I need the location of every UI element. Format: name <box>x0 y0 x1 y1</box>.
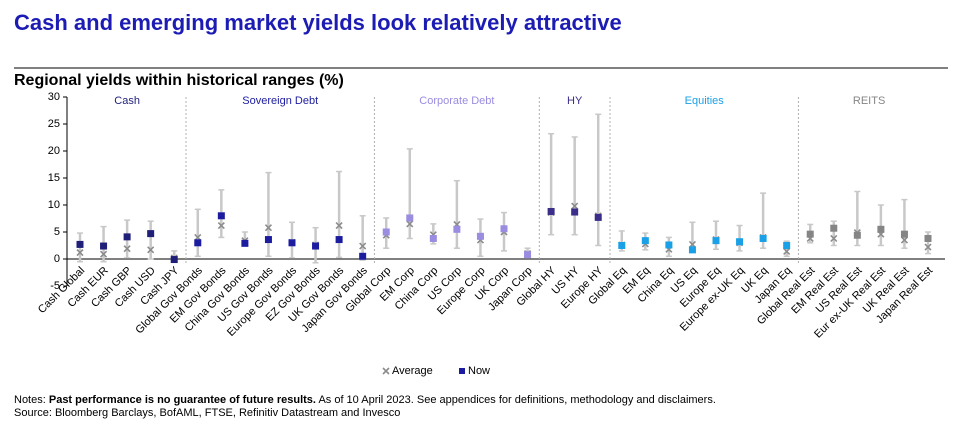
average-marker <box>900 236 909 244</box>
group-label: Equities <box>685 95 725 107</box>
legend-label: Now <box>468 365 490 377</box>
now-marker <box>618 242 626 249</box>
y-tick-label: 25 <box>48 118 60 130</box>
average-marker <box>99 250 108 258</box>
average-marker <box>830 234 838 243</box>
now-marker <box>688 246 696 254</box>
y-tick-label: 15 <box>48 172 60 184</box>
now-marker <box>900 230 908 238</box>
average-marker <box>359 242 367 250</box>
average-marker <box>264 224 273 232</box>
average-marker <box>76 248 84 257</box>
now-marker <box>147 230 155 238</box>
notes-bold: Past performance is no guarantee of futu… <box>49 394 316 406</box>
now-marker <box>783 242 791 249</box>
legend-average-marker <box>382 367 390 375</box>
now-marker <box>100 242 108 250</box>
now-marker <box>736 238 744 246</box>
notes-rest: As of 10 April 2023. See appendices for … <box>318 394 715 406</box>
now-marker <box>123 233 131 241</box>
now-marker <box>241 239 249 247</box>
average-marker <box>147 246 155 254</box>
average-marker <box>924 243 932 251</box>
now-marker <box>382 228 390 236</box>
now-marker <box>194 239 202 247</box>
y-tick-label: 10 <box>48 199 60 211</box>
now-marker <box>359 252 367 260</box>
average-marker <box>571 202 579 210</box>
average-marker <box>406 220 414 228</box>
group-label: Sovereign Debt <box>242 95 318 107</box>
y-tick-label: 30 <box>48 91 60 103</box>
chart-title: Cash and emerging market yields look rel… <box>14 10 622 35</box>
now-marker <box>429 234 437 242</box>
now-marker <box>594 213 602 221</box>
now-marker <box>830 224 838 232</box>
now-marker <box>453 225 461 233</box>
now-marker <box>759 234 767 242</box>
now-marker <box>853 231 861 239</box>
group-label: HY <box>567 95 583 107</box>
now-marker <box>641 237 649 245</box>
group-label: Cash <box>114 95 140 107</box>
source: Source: Bloomberg Barclays, BofAML, FTSE… <box>14 407 400 419</box>
now-marker <box>335 236 343 244</box>
now-marker <box>547 207 555 215</box>
now-marker <box>524 251 532 259</box>
now-marker <box>312 242 320 250</box>
legend-now-marker <box>459 368 465 374</box>
now-marker <box>170 256 178 264</box>
y-tick-label: 0 <box>54 253 60 265</box>
now-marker <box>924 234 932 242</box>
now-marker <box>76 240 84 248</box>
notes: Notes: Past performance is no guarantee … <box>14 394 716 406</box>
now-marker <box>406 214 414 222</box>
now-marker <box>264 236 272 244</box>
now-marker <box>571 208 579 216</box>
now-marker <box>500 225 508 233</box>
average-marker <box>123 245 131 253</box>
now-marker <box>217 212 225 220</box>
legend-label: Average <box>392 365 433 377</box>
now-marker <box>806 230 814 238</box>
y-tick-label: 20 <box>48 145 60 157</box>
chart-subtitle: Regional yields within historical ranges… <box>14 72 344 89</box>
now-marker <box>288 239 296 247</box>
now-marker <box>877 225 885 233</box>
y-tick-label: 5 <box>54 226 60 238</box>
notes-label: Notes: <box>14 394 46 406</box>
now-marker <box>712 237 720 245</box>
average-marker <box>783 247 791 256</box>
average-marker <box>217 221 225 230</box>
now-marker <box>476 232 484 240</box>
group-label: Corporate Debt <box>419 95 494 107</box>
average-marker <box>335 221 343 230</box>
group-label: REITS <box>853 95 885 107</box>
now-marker <box>665 241 673 249</box>
y-tick-label: -5 <box>50 280 60 292</box>
